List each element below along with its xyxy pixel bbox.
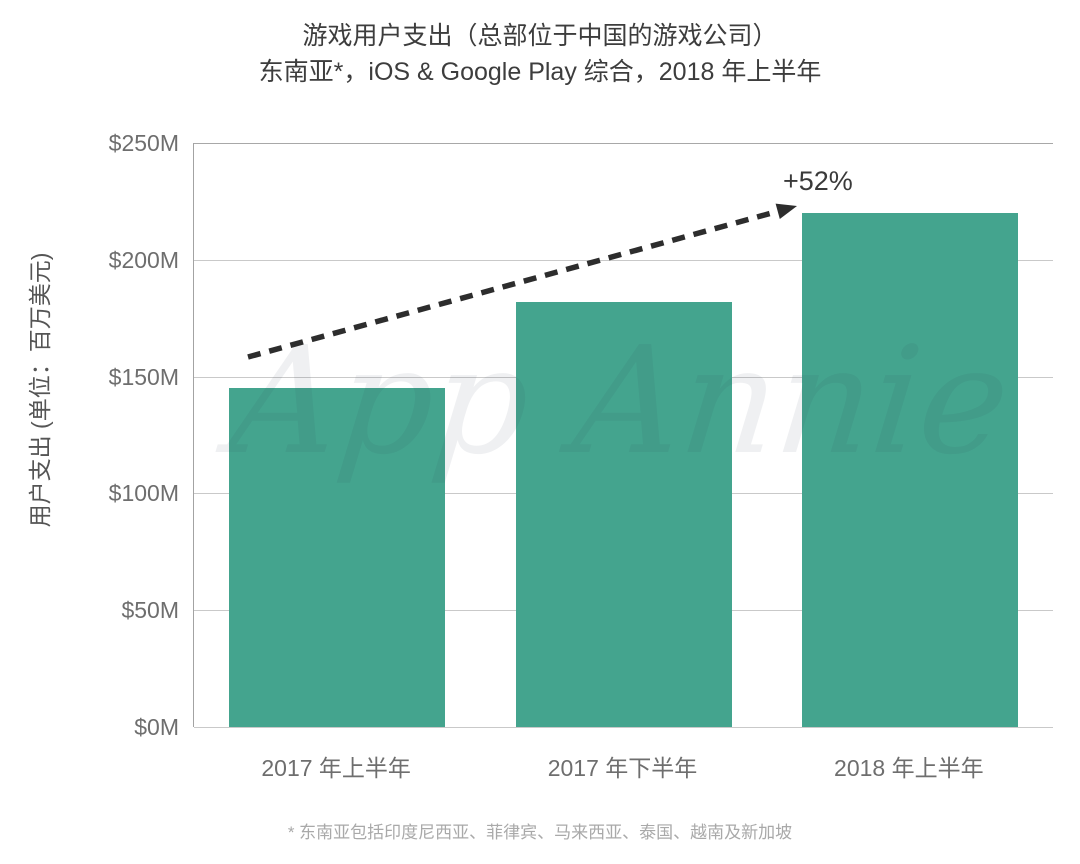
bar-2017 年下半年: [515, 301, 732, 727]
bar-2018 年上半年: [801, 213, 1018, 727]
plot-area: $250M $200M $150M $100M $50M $0M: [109, 130, 1053, 740]
y-tick-label: $50M: [121, 597, 179, 624]
x-axis-label: 2017 年上半年: [261, 755, 411, 781]
chart-title-line2: 东南亚*，iOS & Google Play 综合，2018 年上半年: [258, 58, 822, 86]
y-tick-label: $150M: [108, 363, 179, 390]
y-tick-label: $250M: [108, 130, 179, 156]
bar-2017 年上半年: [229, 388, 446, 727]
gridline: [194, 727, 1053, 728]
chart-title: 游戏用户支出（总部位于中国的游戏公司） 东南亚*，iOS & Google Pl…: [0, 18, 1080, 90]
growth-annotation: +52%: [783, 166, 853, 196]
x-axis-label: 2018 年上半年: [834, 755, 984, 781]
footnote: * 东南亚包括印度尼西亚、菲律宾、马来西亚、泰国、越南及新加坡: [287, 823, 793, 842]
y-tick-label: $200M: [108, 246, 179, 273]
x-axis-label: 2017 年下半年: [547, 755, 698, 781]
y-tick-label: $0M: [134, 714, 179, 740]
y-tick-label: $100M: [108, 480, 179, 507]
gridline: [194, 143, 1053, 144]
chart-title-line1: 游戏用户支出（总部位于中国的游戏公司）: [302, 22, 778, 50]
x-axis-labels: 2017 年上半年 2017 年下半年 2018 年上半年: [193, 749, 1052, 781]
y-axis-title: 用户支出 (单位：百万美元): [27, 252, 53, 528]
